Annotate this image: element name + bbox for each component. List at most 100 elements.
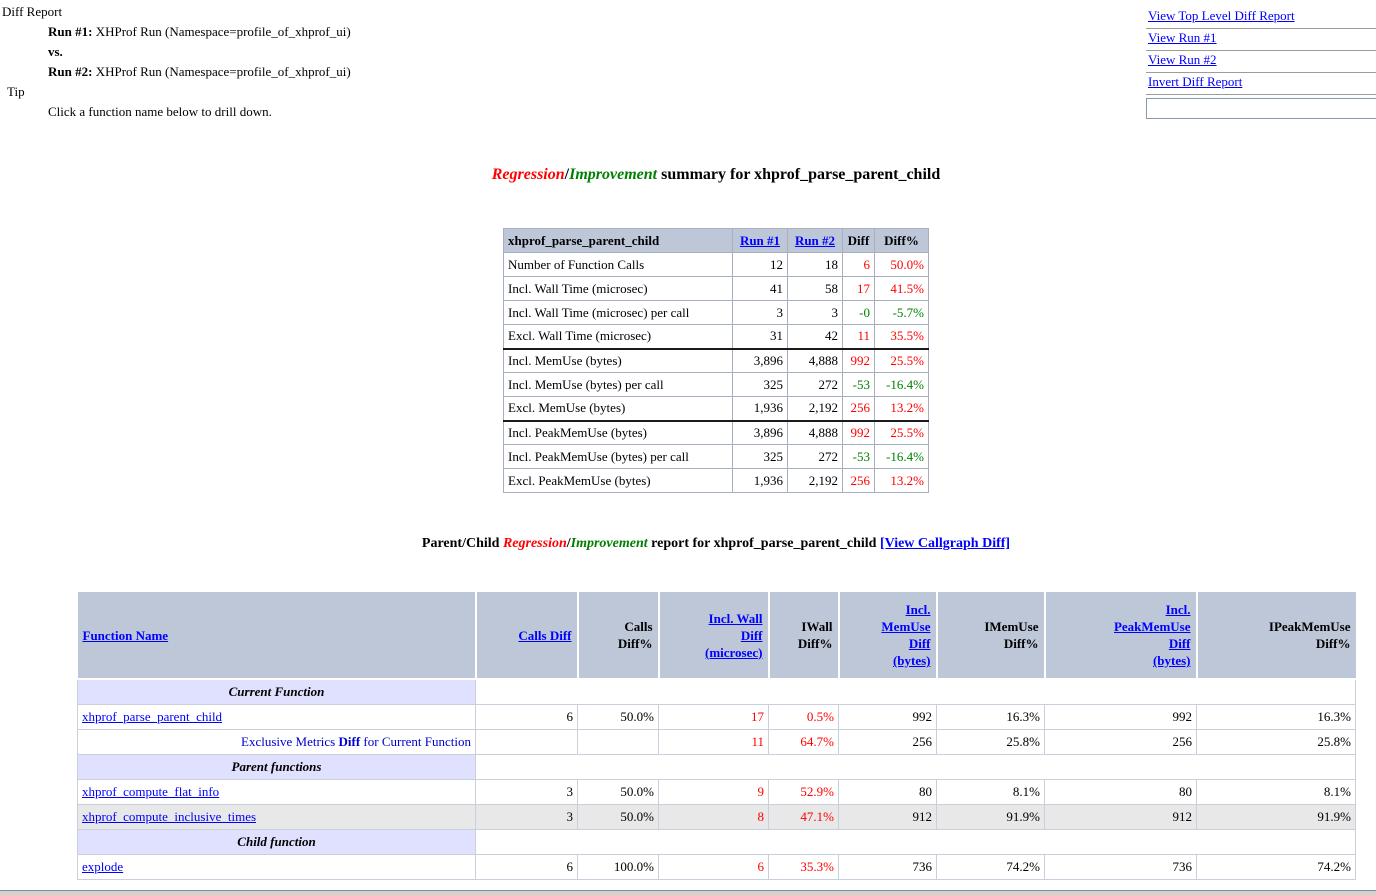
value-cell: 992 [838, 704, 937, 730]
report-col-link-7[interactable]: Incl. PeakMemUse Diff (bytes) [1113, 602, 1191, 668]
diffpct-value: -16.4% [874, 372, 929, 397]
diffpct-value: -5.7% [874, 300, 929, 325]
view-run1-link[interactable]: View Run #1 [1148, 30, 1217, 45]
function-link[interactable]: explode [82, 859, 124, 874]
diffpct-value: 13.2% [874, 468, 929, 493]
summary-col-run2-link[interactable]: Run #2 [794, 232, 836, 248]
report-col-link-3[interactable]: Incl. Wall Diff (microsec) [704, 610, 763, 660]
diff-value: 992 [842, 419, 875, 445]
value-cell: 50.0% [577, 704, 659, 730]
function-typeahead-input[interactable] [1146, 98, 1376, 119]
run2-label: Run #2: [48, 64, 93, 79]
metric-label: Number of Function Calls [503, 252, 733, 277]
report-col-header-7: Incl. PeakMemUse Diff (bytes) [1043, 592, 1197, 680]
value-cell: 91.9% [936, 804, 1045, 830]
value-cell: 47.1% [768, 804, 839, 830]
value-cell: 35.3% [768, 854, 839, 880]
value-cell: 9 [658, 779, 769, 805]
value-cell: 6 [658, 854, 769, 880]
report-content: Regression/Improvement summary for xhpro… [77, 0, 1356, 880]
value-cell: 0.5% [768, 704, 839, 730]
section-filler [475, 754, 1356, 780]
function-name-cell: explode [77, 854, 476, 880]
function-link[interactable]: xhprof_compute_inclusive_times [82, 809, 257, 824]
diffpct-value: 25.5% [874, 347, 929, 373]
diff-value: 256 [842, 396, 875, 421]
report-col-header-4: IWall Diff% [767, 592, 839, 680]
nav-row-top-level-diff: View Top Level Diff Report [1146, 7, 1376, 29]
diffpct-value: 41.5% [874, 276, 929, 301]
diff-value: -53 [842, 372, 875, 397]
diff-report-header: Diff Report Run #1: XHProf Run (Namespac… [2, 2, 351, 122]
view-run2-link[interactable]: View Run #2 [1148, 52, 1217, 67]
summary-col-run2-header: Run #2 [787, 228, 843, 253]
summary-title-improvement: Improvement [569, 166, 658, 183]
run2-value: 272 [787, 372, 843, 397]
view-callgraph-diff-link[interactable]: [View Callgraph Diff] [879, 536, 1011, 551]
nav-row-invert-diff: Invert Diff Report [1146, 73, 1376, 95]
run2-value: 4,888 [787, 347, 843, 373]
value-cell: 74.2% [936, 854, 1045, 880]
run1-description: XHProf Run (Namespace=profile_of_xhprof_… [92, 24, 351, 39]
metric-label: Excl. MemUse (bytes) [503, 396, 733, 421]
value-cell: 8.1% [1196, 779, 1356, 805]
function-row: xhprof_parse_parent_child 6 50.0% 17 0.5% 992… [77, 704, 1356, 730]
summary-row: Incl. MemUse (bytes) 3,896 4,888 992 25.5% [503, 347, 929, 373]
invert-diff-report-link[interactable]: Invert Diff Report [1148, 74, 1243, 89]
run2-value: 18 [787, 252, 843, 277]
bottom-edge-strip [0, 890, 1376, 895]
summary-row: Incl. Wall Time (microsec) per call 3 3 -0-… [503, 300, 929, 325]
run1-value: 3 [732, 300, 788, 325]
value-cell: 50.0% [577, 779, 659, 805]
summary-row: Excl. Wall Time (microsec) 31 42 11 35.5% [503, 324, 929, 349]
metric-label: Incl. Wall Time (microsec) per call [503, 300, 733, 325]
run1-value: 325 [732, 444, 788, 469]
value-cell: 8.1% [936, 779, 1045, 805]
parent-child-report-table: Function Name Calls Diff Calls Diff% Incl. … [77, 592, 1356, 880]
function-link[interactable]: xhprof_parse_parent_child [82, 709, 223, 724]
run2-value: 2,192 [787, 396, 843, 421]
run1-line: Run #1: XHProf Run (Namespace=profile_of… [48, 22, 351, 42]
report-col-header-6: IMemUse Diff% [935, 592, 1045, 680]
report-col-header-1: Calls Diff [474, 592, 578, 680]
report-col-link-1[interactable]: Calls Diff [518, 627, 572, 643]
value-cell: 736 [838, 854, 937, 880]
report-header-row: Function Name Calls Diff Calls Diff% Incl. … [77, 592, 1356, 680]
function-link[interactable]: xhprof_compute_flat_info [82, 784, 220, 799]
section-label: Parent functions [77, 754, 476, 780]
report-title-separator: / [566, 536, 571, 551]
run2-value: 42 [787, 324, 843, 349]
value-cell [475, 729, 578, 755]
summary-col-run1-header: Run #1 [732, 228, 788, 253]
run2-value: 3 [787, 300, 843, 325]
tip-text: Click a function name below to drill dow… [48, 104, 272, 119]
value-cell: 16.3% [1196, 704, 1356, 730]
report-title-regression: Regression [502, 536, 567, 551]
run1-value: 3,896 [732, 419, 788, 445]
section-filler [475, 829, 1356, 855]
summary-title-regression: Regression [491, 166, 565, 183]
value-cell: 17 [658, 704, 769, 730]
report-col-link-5[interactable]: Incl. MemUse Diff (bytes) [881, 602, 931, 668]
diff-value: 11 [842, 324, 875, 349]
summary-title-separator: / [564, 166, 570, 183]
report-nav: View Top Level Diff Report View Run #1 V… [1146, 7, 1376, 119]
run2-value: 272 [787, 444, 843, 469]
value-cell: 74.2% [1196, 854, 1356, 880]
summary-col-run1-link[interactable]: Run #1 [739, 232, 781, 248]
report-col-link-0[interactable]: Function Name [82, 627, 169, 643]
section-filler [475, 678, 1356, 705]
value-cell [577, 729, 659, 755]
metric-label: Excl. PeakMemUse (bytes) [503, 468, 733, 493]
run1-value: 325 [732, 372, 788, 397]
value-cell: 992 [1044, 704, 1197, 730]
report-col-header-8: IPeakMemUse Diff% [1195, 592, 1356, 680]
diffpct-value: -16.4% [874, 444, 929, 469]
value-cell: 8 [658, 804, 769, 830]
value-cell: 6 [475, 854, 578, 880]
view-top-level-diff-report-link[interactable]: View Top Level Diff Report [1148, 8, 1295, 23]
section-label: Child function [77, 829, 476, 855]
summary-row: Incl. MemUse (bytes) per call 325 272 -53 -1… [503, 372, 929, 397]
tip-heading: Tip [7, 84, 25, 99]
diff-value: -53 [842, 444, 875, 469]
